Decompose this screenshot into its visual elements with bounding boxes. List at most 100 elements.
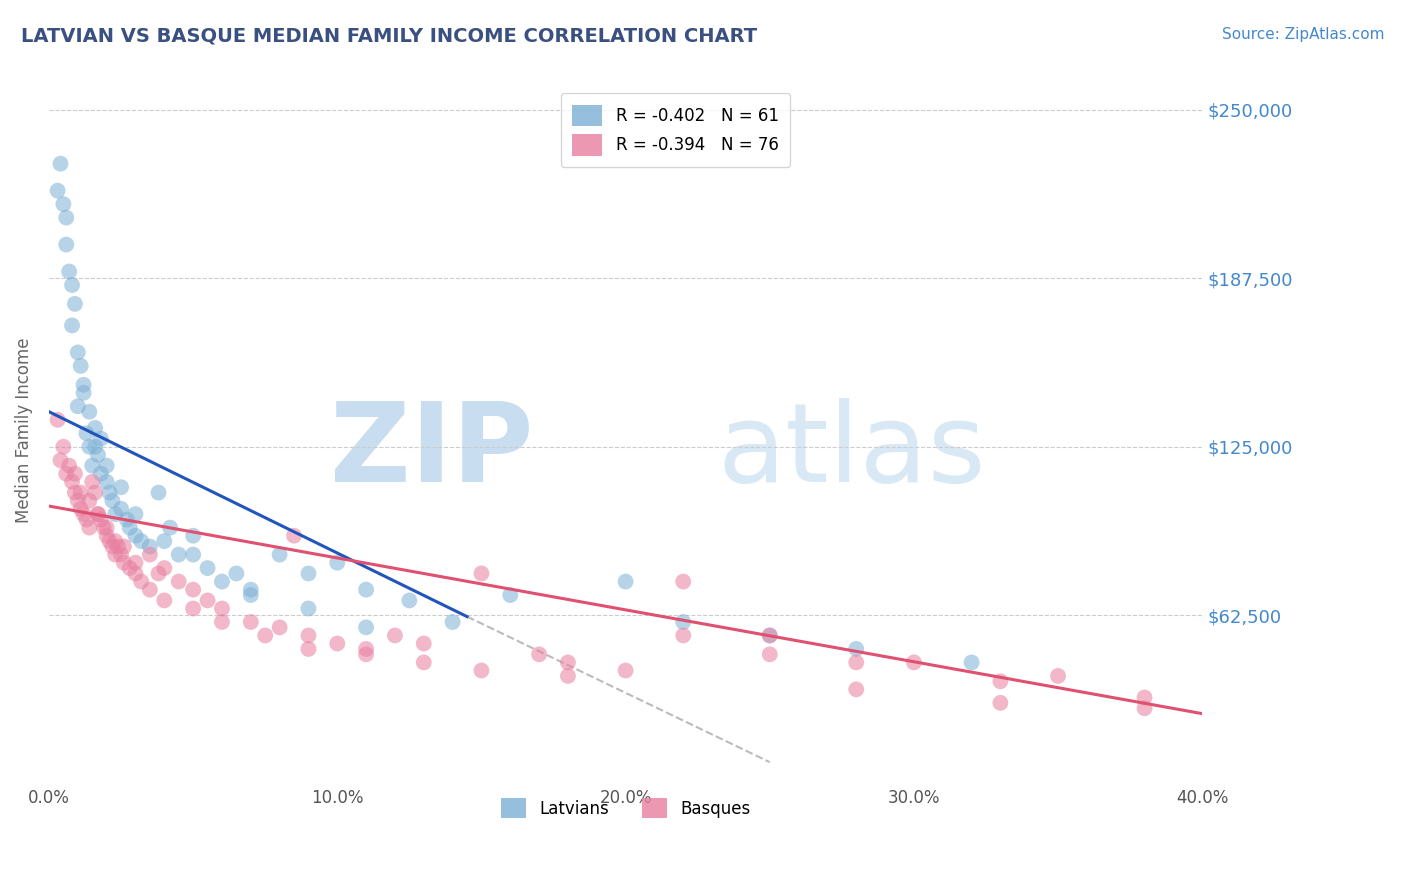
Point [614,664,637,678]
Point [441,615,464,629]
Point [75,426,97,441]
Point [55,237,77,252]
Point [93,521,115,535]
Point [1047,669,1070,683]
Point [124,556,146,570]
Point [60,475,83,489]
Point [46,184,69,198]
Point [49,453,72,467]
Point [557,669,579,683]
Point [557,656,579,670]
Point [181,601,204,615]
Point [58,264,80,278]
Point [672,615,695,629]
Point [960,656,983,670]
Point [58,458,80,473]
Point [354,648,377,662]
Point [1133,701,1156,715]
Point [104,548,127,562]
Point [98,485,121,500]
Point [845,642,868,657]
Point [412,656,434,670]
Point [87,507,110,521]
Point [354,642,377,657]
Point [845,656,868,670]
Point [614,574,637,589]
Point [139,582,162,597]
Point [87,507,110,521]
Point [139,548,162,562]
Text: atlas: atlas [718,398,987,505]
Point [118,561,141,575]
Point [52,197,75,211]
Point [66,400,89,414]
Point [124,507,146,521]
Point [148,566,170,581]
Point [297,601,319,615]
Point [354,620,377,634]
Point [239,582,262,597]
Point [60,278,83,293]
Point [845,682,868,697]
Point [79,521,101,535]
Point [101,493,124,508]
Point [384,628,406,642]
Point [499,588,522,602]
Point [326,636,349,650]
Point [239,615,262,629]
Point [197,593,219,607]
Point [110,548,132,562]
Point [148,485,170,500]
Point [115,512,138,526]
Point [69,485,91,500]
Point [49,157,72,171]
Text: Source: ZipAtlas.com: Source: ZipAtlas.com [1222,27,1385,42]
Point [110,480,132,494]
Point [1133,690,1156,705]
Point [758,648,780,662]
Point [153,593,176,607]
Point [758,628,780,642]
Point [75,512,97,526]
Point [470,566,492,581]
Point [72,507,94,521]
Point [225,566,247,581]
Point [96,529,118,543]
Point [129,574,152,589]
Text: LATVIAN VS BASQUE MEDIAN FAMILY INCOME CORRELATION CHART: LATVIAN VS BASQUE MEDIAN FAMILY INCOME C… [21,27,758,45]
Point [124,566,146,581]
Point [412,636,434,650]
Point [66,493,89,508]
Point [297,642,319,657]
Point [79,493,101,508]
Point [112,556,135,570]
Point [527,648,550,662]
Point [79,405,101,419]
Point [84,421,107,435]
Point [46,413,69,427]
Point [72,385,94,400]
Point [903,656,925,670]
Text: ZIP: ZIP [330,398,533,505]
Point [167,574,190,589]
Point [104,507,127,521]
Point [63,467,86,481]
Point [297,566,319,581]
Point [153,534,176,549]
Point [283,529,305,543]
Point [139,540,162,554]
Point [990,674,1012,689]
Point [98,534,121,549]
Point [211,615,233,629]
Point [124,529,146,543]
Point [990,696,1012,710]
Point [181,548,204,562]
Point [110,501,132,516]
Point [254,628,277,642]
Point [269,620,291,634]
Point [118,521,141,535]
Point [96,475,118,489]
Point [129,534,152,549]
Point [181,582,204,597]
Point [60,318,83,333]
